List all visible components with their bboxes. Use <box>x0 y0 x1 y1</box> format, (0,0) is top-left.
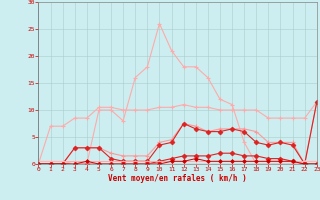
X-axis label: Vent moyen/en rafales ( km/h ): Vent moyen/en rafales ( km/h ) <box>108 174 247 183</box>
